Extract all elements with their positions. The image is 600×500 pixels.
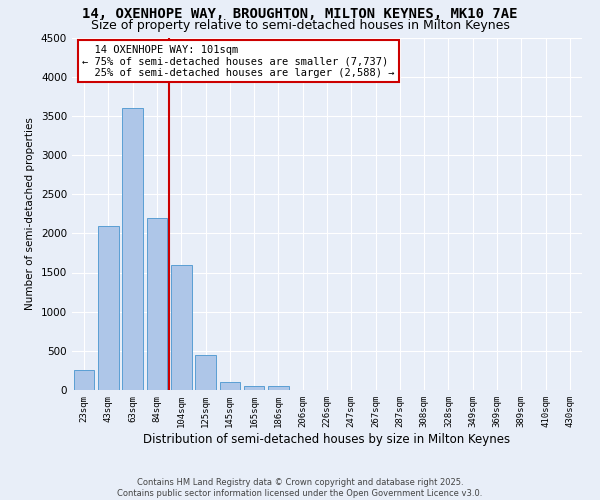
Bar xyxy=(122,108,143,390)
Bar xyxy=(268,386,289,390)
Text: Size of property relative to semi-detached houses in Milton Keynes: Size of property relative to semi-detach… xyxy=(91,18,509,32)
Text: Contains HM Land Registry data © Crown copyright and database right 2025.
Contai: Contains HM Land Registry data © Crown c… xyxy=(118,478,482,498)
Bar xyxy=(98,226,119,390)
X-axis label: Distribution of semi-detached houses by size in Milton Keynes: Distribution of semi-detached houses by … xyxy=(143,432,511,446)
Bar xyxy=(146,218,167,390)
Y-axis label: Number of semi-detached properties: Number of semi-detached properties xyxy=(25,118,35,310)
Bar xyxy=(74,370,94,390)
Bar xyxy=(171,264,191,390)
Bar xyxy=(195,355,216,390)
Text: 14, OXENHOPE WAY, BROUGHTON, MILTON KEYNES, MK10 7AE: 14, OXENHOPE WAY, BROUGHTON, MILTON KEYN… xyxy=(82,8,518,22)
Text: 14 OXENHOPE WAY: 101sqm
← 75% of semi-detached houses are smaller (7,737)
  25% : 14 OXENHOPE WAY: 101sqm ← 75% of semi-de… xyxy=(82,44,395,78)
Bar xyxy=(220,382,240,390)
Bar xyxy=(244,386,265,390)
